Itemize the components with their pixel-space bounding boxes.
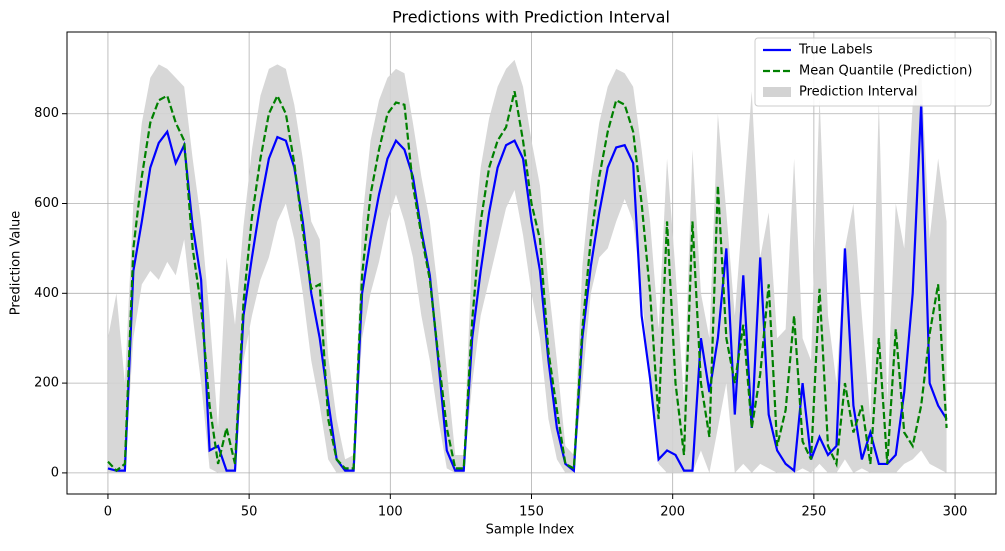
y-tick-label: 600 (34, 196, 59, 211)
series-line (107, 104, 948, 473)
plot-frame (66, 31, 997, 495)
x-tick-label: 200 (660, 505, 685, 520)
chart-title: Predictions with Prediction Interval (392, 8, 670, 27)
legend-swatch (763, 87, 791, 97)
legend-box (754, 37, 992, 107)
legend-label: True Labels (798, 43, 873, 58)
y-tick-label: 800 (34, 106, 59, 121)
y-tick-label: 0 (51, 465, 59, 480)
y-tick-label: 400 (34, 286, 59, 301)
series-line (107, 91, 948, 473)
interval-band (107, 59, 947, 473)
legend-label: Mean Quantile (Prediction) (799, 64, 972, 79)
y-axis-label: Prediction Value (9, 211, 24, 315)
y-tick-label: 200 (34, 376, 59, 391)
legend-label: Prediction Interval (799, 85, 918, 100)
x-tick-label: 150 (519, 505, 544, 520)
x-axis-label: Sample Index (486, 523, 575, 538)
x-tick-label: 100 (378, 505, 403, 520)
x-tick-label: 50 (241, 505, 258, 520)
x-tick-label: 0 (104, 505, 112, 520)
x-tick-label: 300 (943, 505, 968, 520)
x-tick-label: 250 (801, 505, 826, 520)
